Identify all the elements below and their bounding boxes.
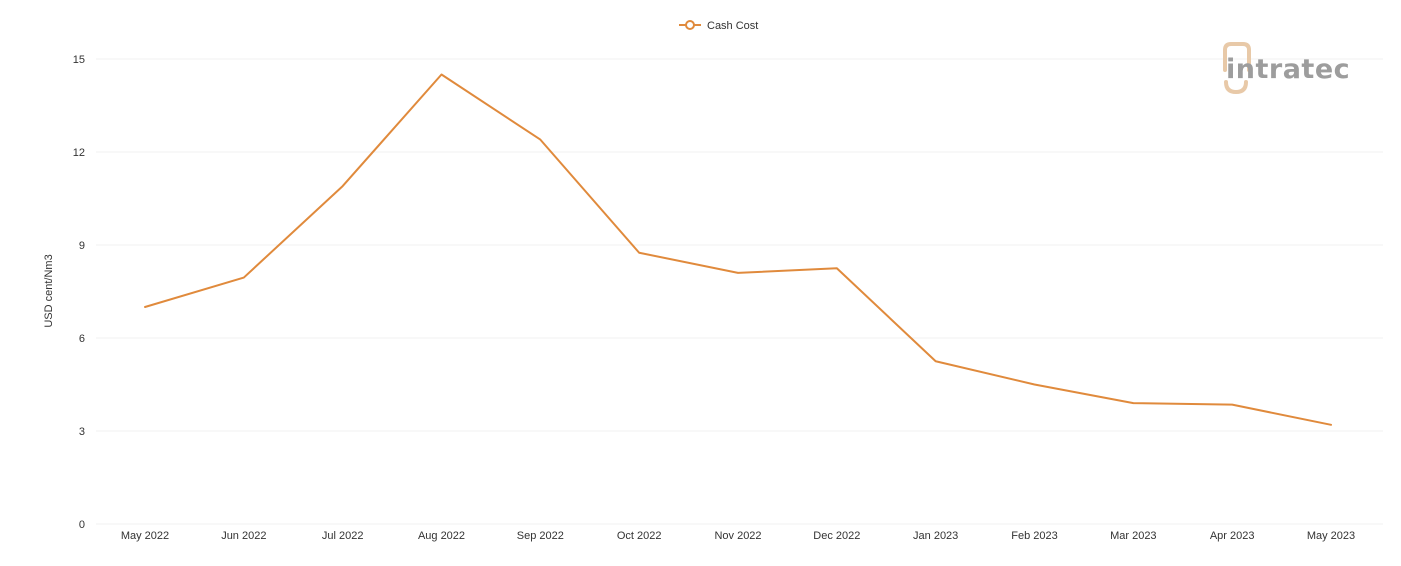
x-tick-label: Jul 2022 <box>322 530 364 542</box>
data-point[interactable] <box>537 137 543 143</box>
legend-label: Cash Cost <box>707 20 758 32</box>
intratec-logo-text: intratec <box>1226 54 1350 85</box>
y-tick-label: 6 <box>79 333 85 345</box>
x-axis: May 2022 Jun 2022 Jul 2022 Aug 2022 Sep 2022… <box>121 530 1355 542</box>
x-tick-label: Dec 2022 <box>813 530 860 542</box>
x-tick-label: Jun 2022 <box>221 530 266 542</box>
x-tick-label: Nov 2022 <box>714 530 761 542</box>
legend-item[interactable]: Cash Cost <box>679 20 758 32</box>
y-tick-label: 0 <box>79 519 85 531</box>
data-point[interactable] <box>735 270 741 276</box>
y-axis-title: USD cent/Nm3 <box>43 254 55 327</box>
y-tick-label: 3 <box>79 426 85 438</box>
data-point[interactable] <box>1032 382 1038 388</box>
x-tick-label: Feb 2023 <box>1011 530 1057 542</box>
data-point[interactable] <box>834 265 840 271</box>
series-line[interactable] <box>144 73 1332 426</box>
x-tick-label: Sep 2022 <box>517 530 564 542</box>
intratec-logo-icon <box>1223 42 1251 95</box>
y-axis: 0 3 6 9 12 15 <box>73 54 85 531</box>
x-tick-label: Aug 2022 <box>418 530 465 542</box>
y-tick-label: 15 <box>73 54 85 66</box>
data-point[interactable] <box>1130 400 1136 406</box>
x-tick-label: May 2023 <box>1307 530 1355 542</box>
x-tick-label: Mar 2023 <box>1110 530 1156 542</box>
intratec-logo: intratec <box>1223 42 1350 95</box>
data-point[interactable] <box>340 183 346 189</box>
y-tick-label: 9 <box>79 240 85 252</box>
x-tick-label: Jan 2023 <box>913 530 958 542</box>
data-point[interactable] <box>241 275 247 281</box>
legend-circle-marker <box>685 20 695 30</box>
series-layer <box>142 72 1334 428</box>
data-point[interactable] <box>933 358 939 364</box>
x-tick-label: May 2022 <box>121 530 169 542</box>
legend[interactable]: Cash Cost <box>679 20 758 32</box>
data-point[interactable] <box>636 250 642 256</box>
x-tick-label: Oct 2022 <box>617 530 662 542</box>
data-point[interactable] <box>1328 422 1334 428</box>
y-tick-label: 12 <box>73 147 85 159</box>
data-point[interactable] <box>1229 402 1235 408</box>
data-point[interactable] <box>142 304 148 310</box>
x-tick-label: Apr 2023 <box>1210 530 1255 542</box>
data-point[interactable] <box>439 72 445 78</box>
grid-layer <box>96 58 1383 525</box>
